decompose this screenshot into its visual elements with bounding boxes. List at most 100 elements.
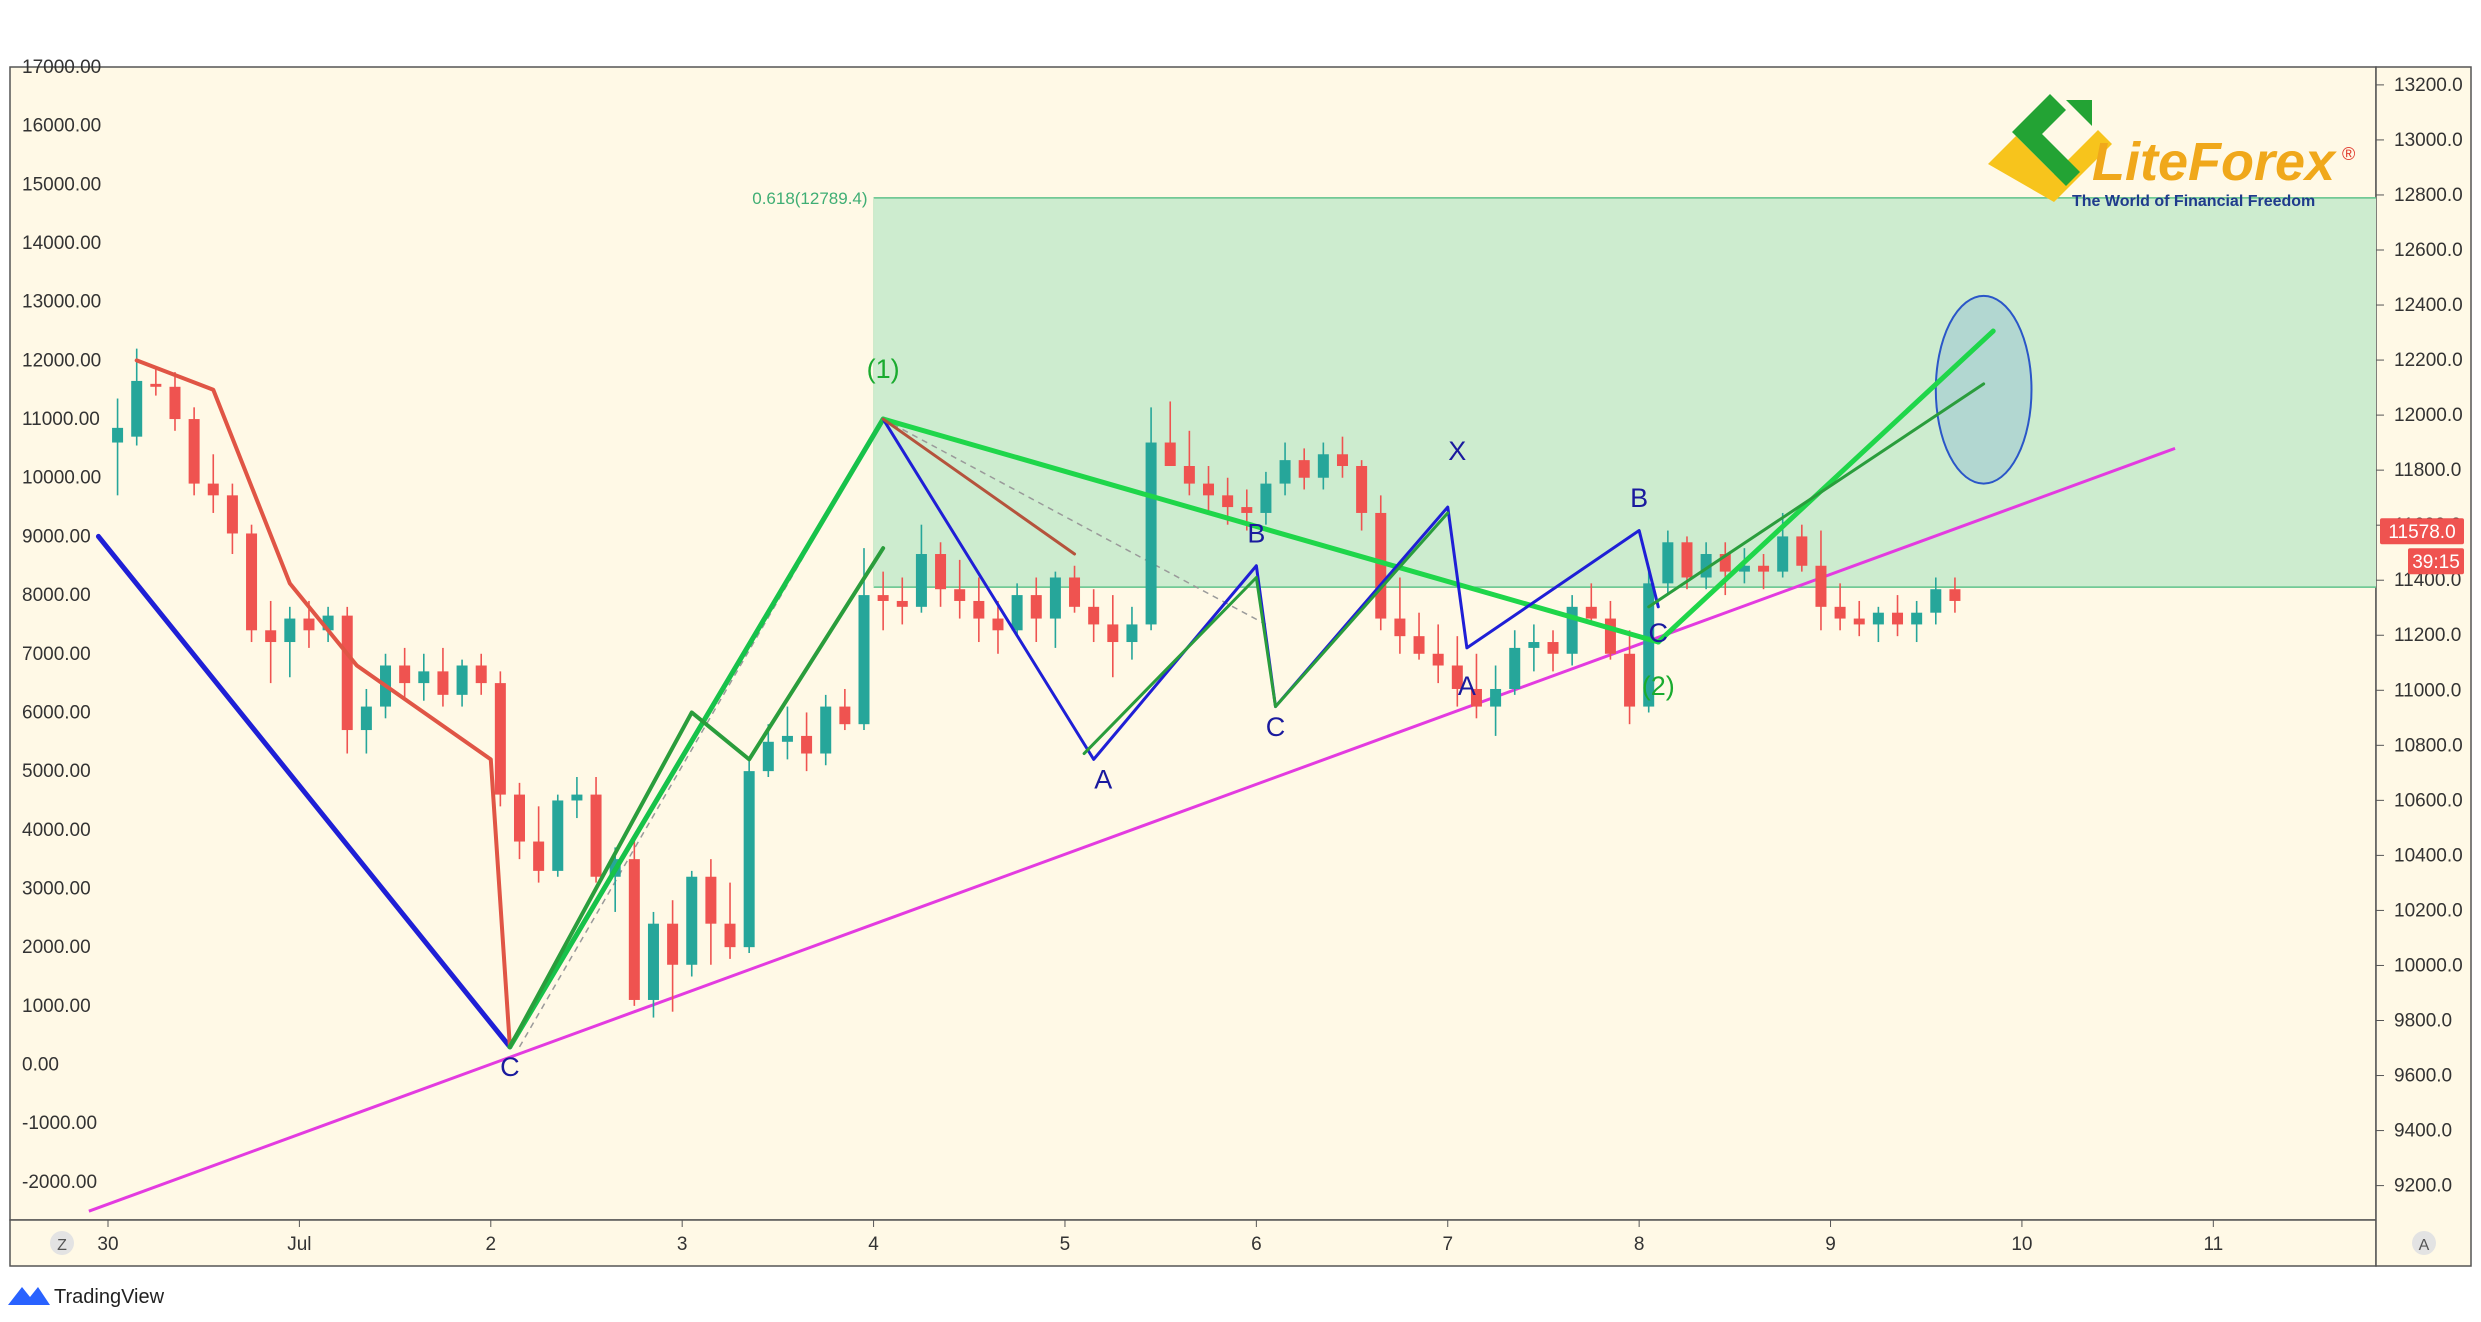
candle-17 [437,647,449,707]
candle-body [954,589,966,601]
candle-63 [1317,442,1329,490]
candle-body [1336,454,1348,467]
candle-31 [705,859,717,965]
x-axis-tick-7: 7 [1442,1234,1453,1255]
candle-body [1394,618,1406,637]
left-axis-tick-9: 8000.00 [22,585,91,606]
logo-name: LiteForex [2092,132,2337,192]
candle-body [475,665,487,684]
candle-73 [1509,630,1521,695]
candle-body [1049,577,1061,619]
fib-level-label: 0.618(12789.4) [752,189,867,208]
candle-8 [265,600,277,684]
tradingview-footer[interactable]: TradingView [8,1286,165,1308]
candle-6 [226,483,238,555]
candle-body [418,671,430,684]
right-axis-tick-11: 11000.0 [2394,680,2461,701]
a-corner-button-label: A [2419,1237,2430,1254]
right-axis-tick-16: 10000.0 [2394,955,2463,976]
candle-body [1375,512,1387,619]
candle-22 [533,806,545,883]
candle-35 [781,706,793,760]
support-trendline [88,446,2176,1213]
candle-13 [360,688,372,754]
candle-33 [743,759,755,954]
wave-label-3: B [1247,518,1265,548]
candle-85 [1738,548,1750,584]
logo-registered: ® [2342,144,2355,164]
left-axis-tick-8: 9000.00 [22,526,91,547]
candle-body [1451,665,1463,689]
right-axis-tick-1: 13000.0 [2394,130,2463,151]
candle-body [1490,688,1502,707]
candle-body [1183,466,1195,484]
candle-body [1624,653,1636,707]
candle-70 [1451,636,1463,707]
x-axis-tick-8: 8 [1634,1234,1645,1255]
candle-body [494,683,506,795]
candle-5 [207,454,219,513]
candle-41 [896,577,908,625]
candle-body [896,600,908,607]
highlight-circle [1934,294,2033,485]
candle-45 [973,577,985,643]
candle-3 [169,372,181,431]
candle-body [360,706,372,731]
candle-88 [1796,524,1808,572]
z-corner-button[interactable]: Z [50,1231,74,1255]
x-axis-tick-6: 6 [1251,1234,1262,1255]
right-axis-tick-5: 12200.0 [2394,350,2463,371]
candle-4 [188,407,200,496]
candle-body [762,741,774,772]
candle-body [1643,583,1655,707]
x-axis-tick-10: 10 [2011,1234,2032,1255]
candle-body [647,923,659,1000]
candle-body [1432,653,1444,666]
candle-27 [628,841,640,1006]
candle-body [1509,647,1521,689]
candle-56 [1183,430,1195,496]
candle-21 [513,782,525,860]
candle-body [1203,483,1215,496]
candle-body [284,618,296,643]
candle-body [1719,554,1731,572]
candle-55 [1164,401,1176,467]
left-axis-tick-11: 6000.00 [22,702,91,723]
candle-body [1930,589,1942,613]
wave-blue-wxy [881,417,1660,761]
candle-body [992,618,1004,631]
right-axis-tick-7: 11800.0 [2394,460,2461,481]
candle-body [1241,507,1253,513]
candle-96 [1949,577,1961,613]
candle-79 [1624,630,1636,725]
candle-18 [456,659,468,707]
wave-label-5: X [1448,436,1466,466]
candle-body [1949,589,1961,601]
candle-29 [667,900,679,1012]
left-axis-tick-10: 7000.00 [22,644,91,665]
candle-body [399,665,411,684]
candle-40 [877,571,889,631]
candle-36 [801,712,813,772]
candle-75 [1547,630,1559,672]
current-price-badge: 11578.0 39:15 [2380,518,2464,575]
a-corner-button[interactable]: A [2412,1231,2436,1255]
right-axis-tick-0: 13200.0 [2394,75,2463,96]
candle-80 [1643,571,1655,713]
candle-7 [246,524,258,643]
candle-body [169,386,181,420]
candle-body [131,380,143,437]
logo-mark-yellow [1988,130,2112,202]
right-axis-tick-17: 9800.0 [2394,1010,2452,1031]
price-axis-strip [2375,66,2472,1267]
candle-body [1528,642,1540,648]
left-axis-tick-12: 5000.00 [22,761,91,782]
candle-body [1700,554,1712,578]
left-axis-tick-7: 10000.00 [22,468,101,489]
candle-body [1892,612,1904,625]
wave-red-decline [134,358,512,1049]
left-axis-tick-18: -1000.00 [22,1113,97,1134]
z-corner-button-label: Z [57,1237,67,1254]
x-axis-tick-9: 9 [1825,1234,1836,1255]
candle-15 [399,647,411,701]
